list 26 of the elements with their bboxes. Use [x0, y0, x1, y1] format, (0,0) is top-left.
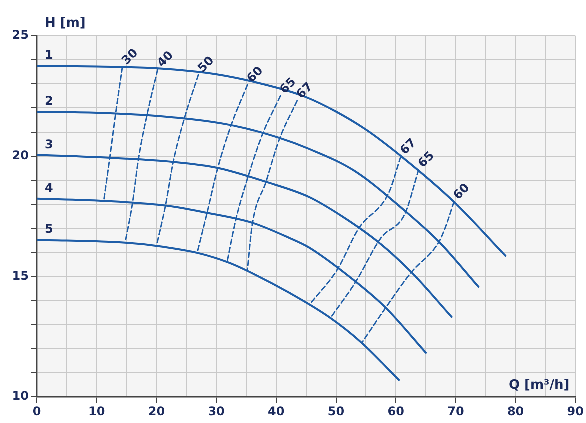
x-tick-label: 70	[448, 404, 464, 418]
series-label: 2	[45, 94, 54, 108]
x-tick-label: 20	[148, 404, 166, 418]
y-tick-label: 25	[12, 28, 29, 42]
y-tick-label: 15	[12, 268, 29, 283]
series-label: 5	[45, 222, 54, 236]
series-label: 4	[45, 181, 54, 196]
series-label: 1	[45, 48, 54, 62]
x-axis-title: Q [m³/h]	[508, 378, 570, 393]
x-tick-label: 0	[32, 404, 42, 418]
x-tick-label: 40	[268, 404, 285, 418]
x-tick-label: 90	[567, 404, 584, 418]
x-tick-label: 30	[208, 404, 225, 418]
x-tick-label: 60	[388, 404, 404, 418]
text: 60	[244, 64, 266, 86]
x-tick-label: 80	[507, 404, 524, 418]
text: 30	[119, 46, 141, 68]
x-tick-label: 50	[328, 404, 345, 418]
text: 60	[450, 180, 472, 202]
text: 40	[154, 48, 176, 70]
y-tick-label: 10	[12, 389, 29, 404]
series-label: 3	[45, 137, 54, 152]
y-axis-title: H [m]	[45, 16, 86, 31]
y-tick-label: 20	[12, 148, 29, 162]
x-tick-label: 10	[88, 404, 106, 418]
text: 50	[195, 54, 217, 76]
